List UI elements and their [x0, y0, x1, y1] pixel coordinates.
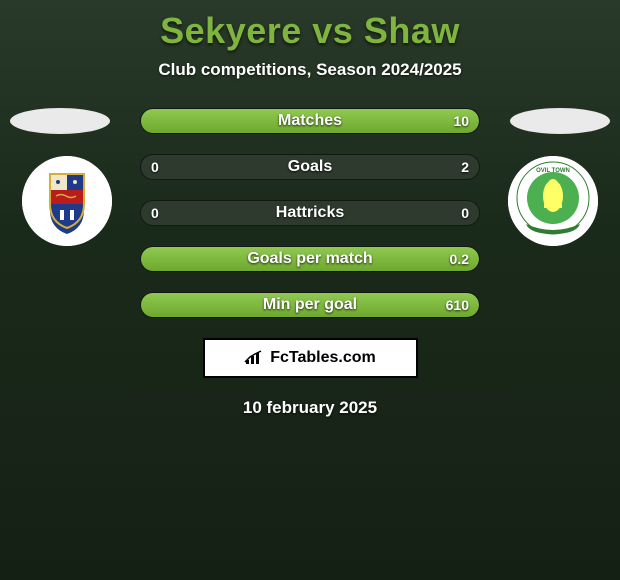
bar-value-right: 610 [446, 297, 469, 313]
stat-bar: Min per goal 610 [140, 292, 480, 318]
stat-bar: 0 Hattricks 0 [140, 200, 480, 226]
bar-value-left: 0 [151, 205, 159, 221]
stats-bars: Matches 10 0 Goals 2 0 Hattricks 0 Goals per mat… [140, 108, 480, 318]
fctables-logo-text: FcTables.com [270, 349, 376, 367]
stat-bar: 0 Goals 2 [140, 154, 480, 180]
svg-text:OVIL TOWN: OVIL TOWN [536, 168, 570, 174]
club-crest-left [22, 156, 112, 246]
player-photo-right-placeholder [510, 108, 610, 134]
bar-value-right: 2 [461, 159, 469, 175]
page-title: Sekyere vs Shaw [0, 0, 620, 52]
bar-label: Hattricks [276, 204, 344, 222]
fctables-logo-box: FcTables.com [203, 338, 418, 378]
page-subtitle: Club competitions, Season 2024/2025 [0, 60, 620, 80]
bar-value-right: 0.2 [450, 251, 469, 267]
bar-value-left: 0 [151, 159, 159, 175]
bar-label: Goals [288, 158, 332, 176]
player-photo-left-placeholder [10, 108, 110, 134]
date-text: 10 february 2025 [0, 398, 620, 418]
club-crest-right: OVIL TOWN [508, 156, 598, 246]
bar-label: Goals per match [247, 250, 372, 268]
bar-value-right: 0 [461, 205, 469, 221]
chart-icon [244, 350, 264, 366]
bar-value-right: 10 [453, 113, 469, 129]
stat-bar: Goals per match 0.2 [140, 246, 480, 272]
content-area: OVIL TOWN Matches 10 0 Goals 2 0 Hattricks 0 Goa… [0, 108, 620, 418]
stat-bar: Matches 10 [140, 108, 480, 134]
bar-label: Matches [278, 112, 342, 130]
bar-label: Min per goal [263, 296, 357, 314]
